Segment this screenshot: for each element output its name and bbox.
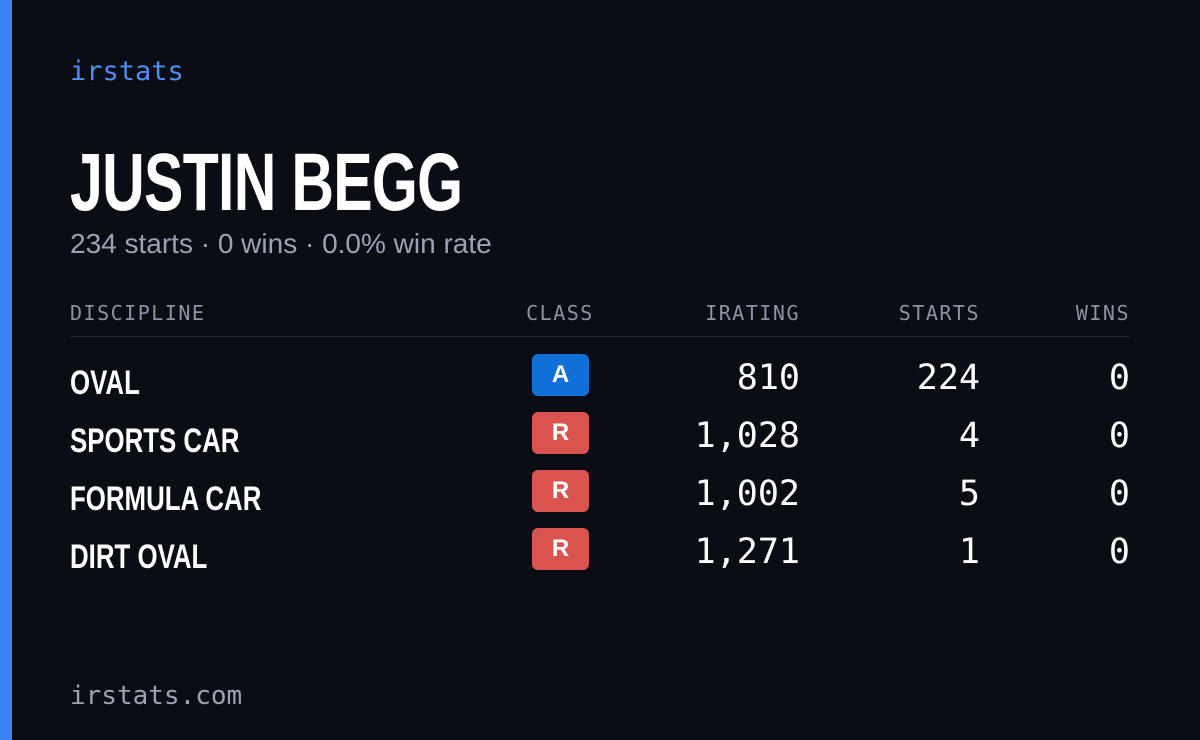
wins: 0 — [1108, 358, 1130, 398]
wins: 0 — [1108, 532, 1130, 572]
wins: 0 — [1108, 474, 1130, 514]
class-badge: A — [532, 354, 589, 396]
driver-name: JUSTIN BEGG — [70, 137, 463, 228]
irating: 1,002 — [694, 474, 800, 514]
class-badge: R — [532, 528, 589, 570]
discipline: SPORTS CAR — [70, 422, 240, 460]
discipline: FORMULA CAR — [70, 480, 262, 518]
class-badge: R — [532, 470, 589, 512]
column-header: STARTS — [898, 301, 980, 325]
starts: 1 — [958, 532, 980, 572]
irating: 810 — [736, 358, 800, 398]
wins: 0 — [1108, 416, 1130, 456]
summary: 234 starts · 0 wins · 0.0% win rate — [70, 228, 492, 259]
irating: 1,028 — [694, 416, 800, 456]
column-header: WINS — [1075, 301, 1130, 325]
column-header: DISCIPLINE — [70, 301, 206, 325]
footer: irstats.com — [70, 681, 243, 711]
starts: 4 — [958, 416, 980, 456]
header-rule — [70, 336, 1130, 337]
starts: 5 — [958, 474, 980, 514]
discipline: OVAL — [70, 364, 140, 402]
accent-stripe — [0, 0, 12, 740]
brand: irstats — [70, 56, 184, 87]
class-badge: R — [532, 412, 589, 454]
column-header: IRATING — [705, 301, 800, 325]
column-header: CLASS — [526, 301, 594, 325]
irating: 1,271 — [694, 532, 800, 572]
discipline: DIRT OVAL — [70, 538, 208, 576]
starts: 224 — [916, 358, 980, 398]
